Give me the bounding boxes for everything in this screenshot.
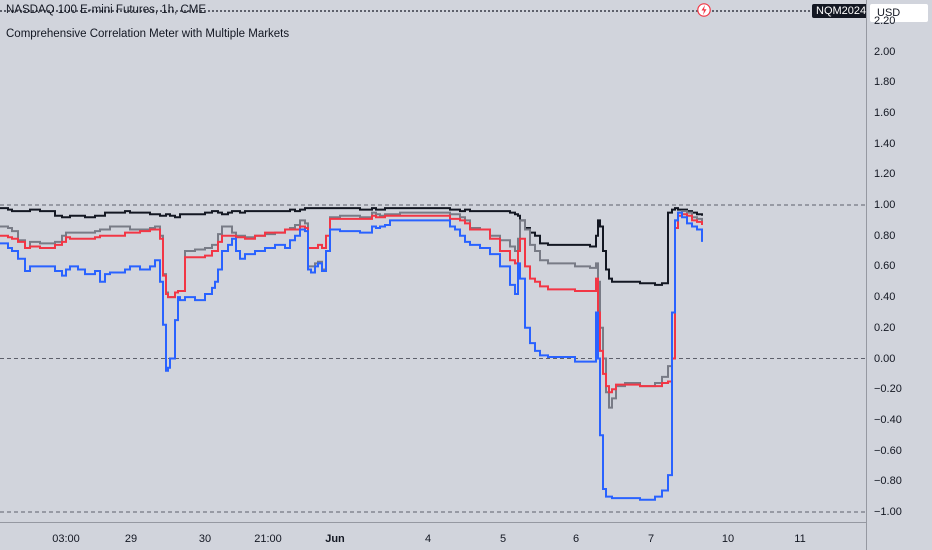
y-tick-label: 2.00	[874, 45, 896, 58]
indicator-legend-title[interactable]: Comprehensive Correlation Meter with Mul…	[6, 28, 290, 40]
y-tick-label: 0.60	[874, 260, 896, 273]
chart-area[interactable]: NASDAQ 100 E-mini Futures, 1h, CME Compr…	[0, 0, 866, 522]
y-tick-label: −0.80	[874, 475, 902, 488]
x-tick-label: 11	[794, 533, 806, 545]
lightning-icon[interactable]	[697, 3, 711, 17]
price-scale[interactable]	[866, 0, 932, 550]
main-series-strip	[0, 10, 866, 12]
y-tick-label: 0.40	[874, 291, 896, 304]
y-tick-label: 0.00	[874, 352, 896, 365]
time-scale[interactable]	[0, 522, 866, 550]
x-tick-label: 5	[499, 533, 507, 545]
y-tick-label: 1.60	[874, 106, 896, 119]
symbol-badge: NQM2024	[812, 4, 866, 18]
series-blue-line[interactable]	[0, 211, 703, 501]
x-tick-label: 03:00	[52, 533, 80, 545]
symbol-legend[interactable]: NASDAQ 100 E-mini Futures, 1h, CME	[6, 4, 207, 16]
x-tick-label: 10	[721, 533, 735, 545]
x-tick-label: 4	[424, 533, 432, 545]
x-tick-label: 6	[572, 533, 580, 545]
y-tick-label: 1.40	[874, 137, 896, 150]
y-tick-label: 2.20	[874, 14, 896, 27]
y-tick-label: −0.40	[874, 413, 902, 426]
series-red-line[interactable]	[0, 213, 703, 394]
y-tick-label: 1.20	[874, 168, 896, 181]
y-tick-label: 0.80	[874, 229, 896, 242]
y-tick-label: 1.80	[874, 76, 896, 89]
x-tick-label: 7	[647, 533, 655, 545]
y-tick-label: 1.00	[874, 199, 896, 211]
x-tick-label: 29	[124, 533, 138, 545]
y-tick-label: −1.00	[874, 506, 902, 518]
x-tick-label: Jun	[325, 533, 345, 545]
plot-area[interactable]	[0, 0, 866, 522]
y-tick-label: −0.20	[874, 383, 902, 396]
currency-button[interactable]: USD	[870, 4, 928, 22]
y-tick-label: −0.60	[874, 444, 902, 457]
x-tick-label: 21:00	[254, 533, 282, 545]
y-tick-label: 0.20	[874, 321, 896, 334]
series-black-line[interactable]	[0, 207, 703, 286]
x-tick-label: 30	[198, 533, 212, 545]
